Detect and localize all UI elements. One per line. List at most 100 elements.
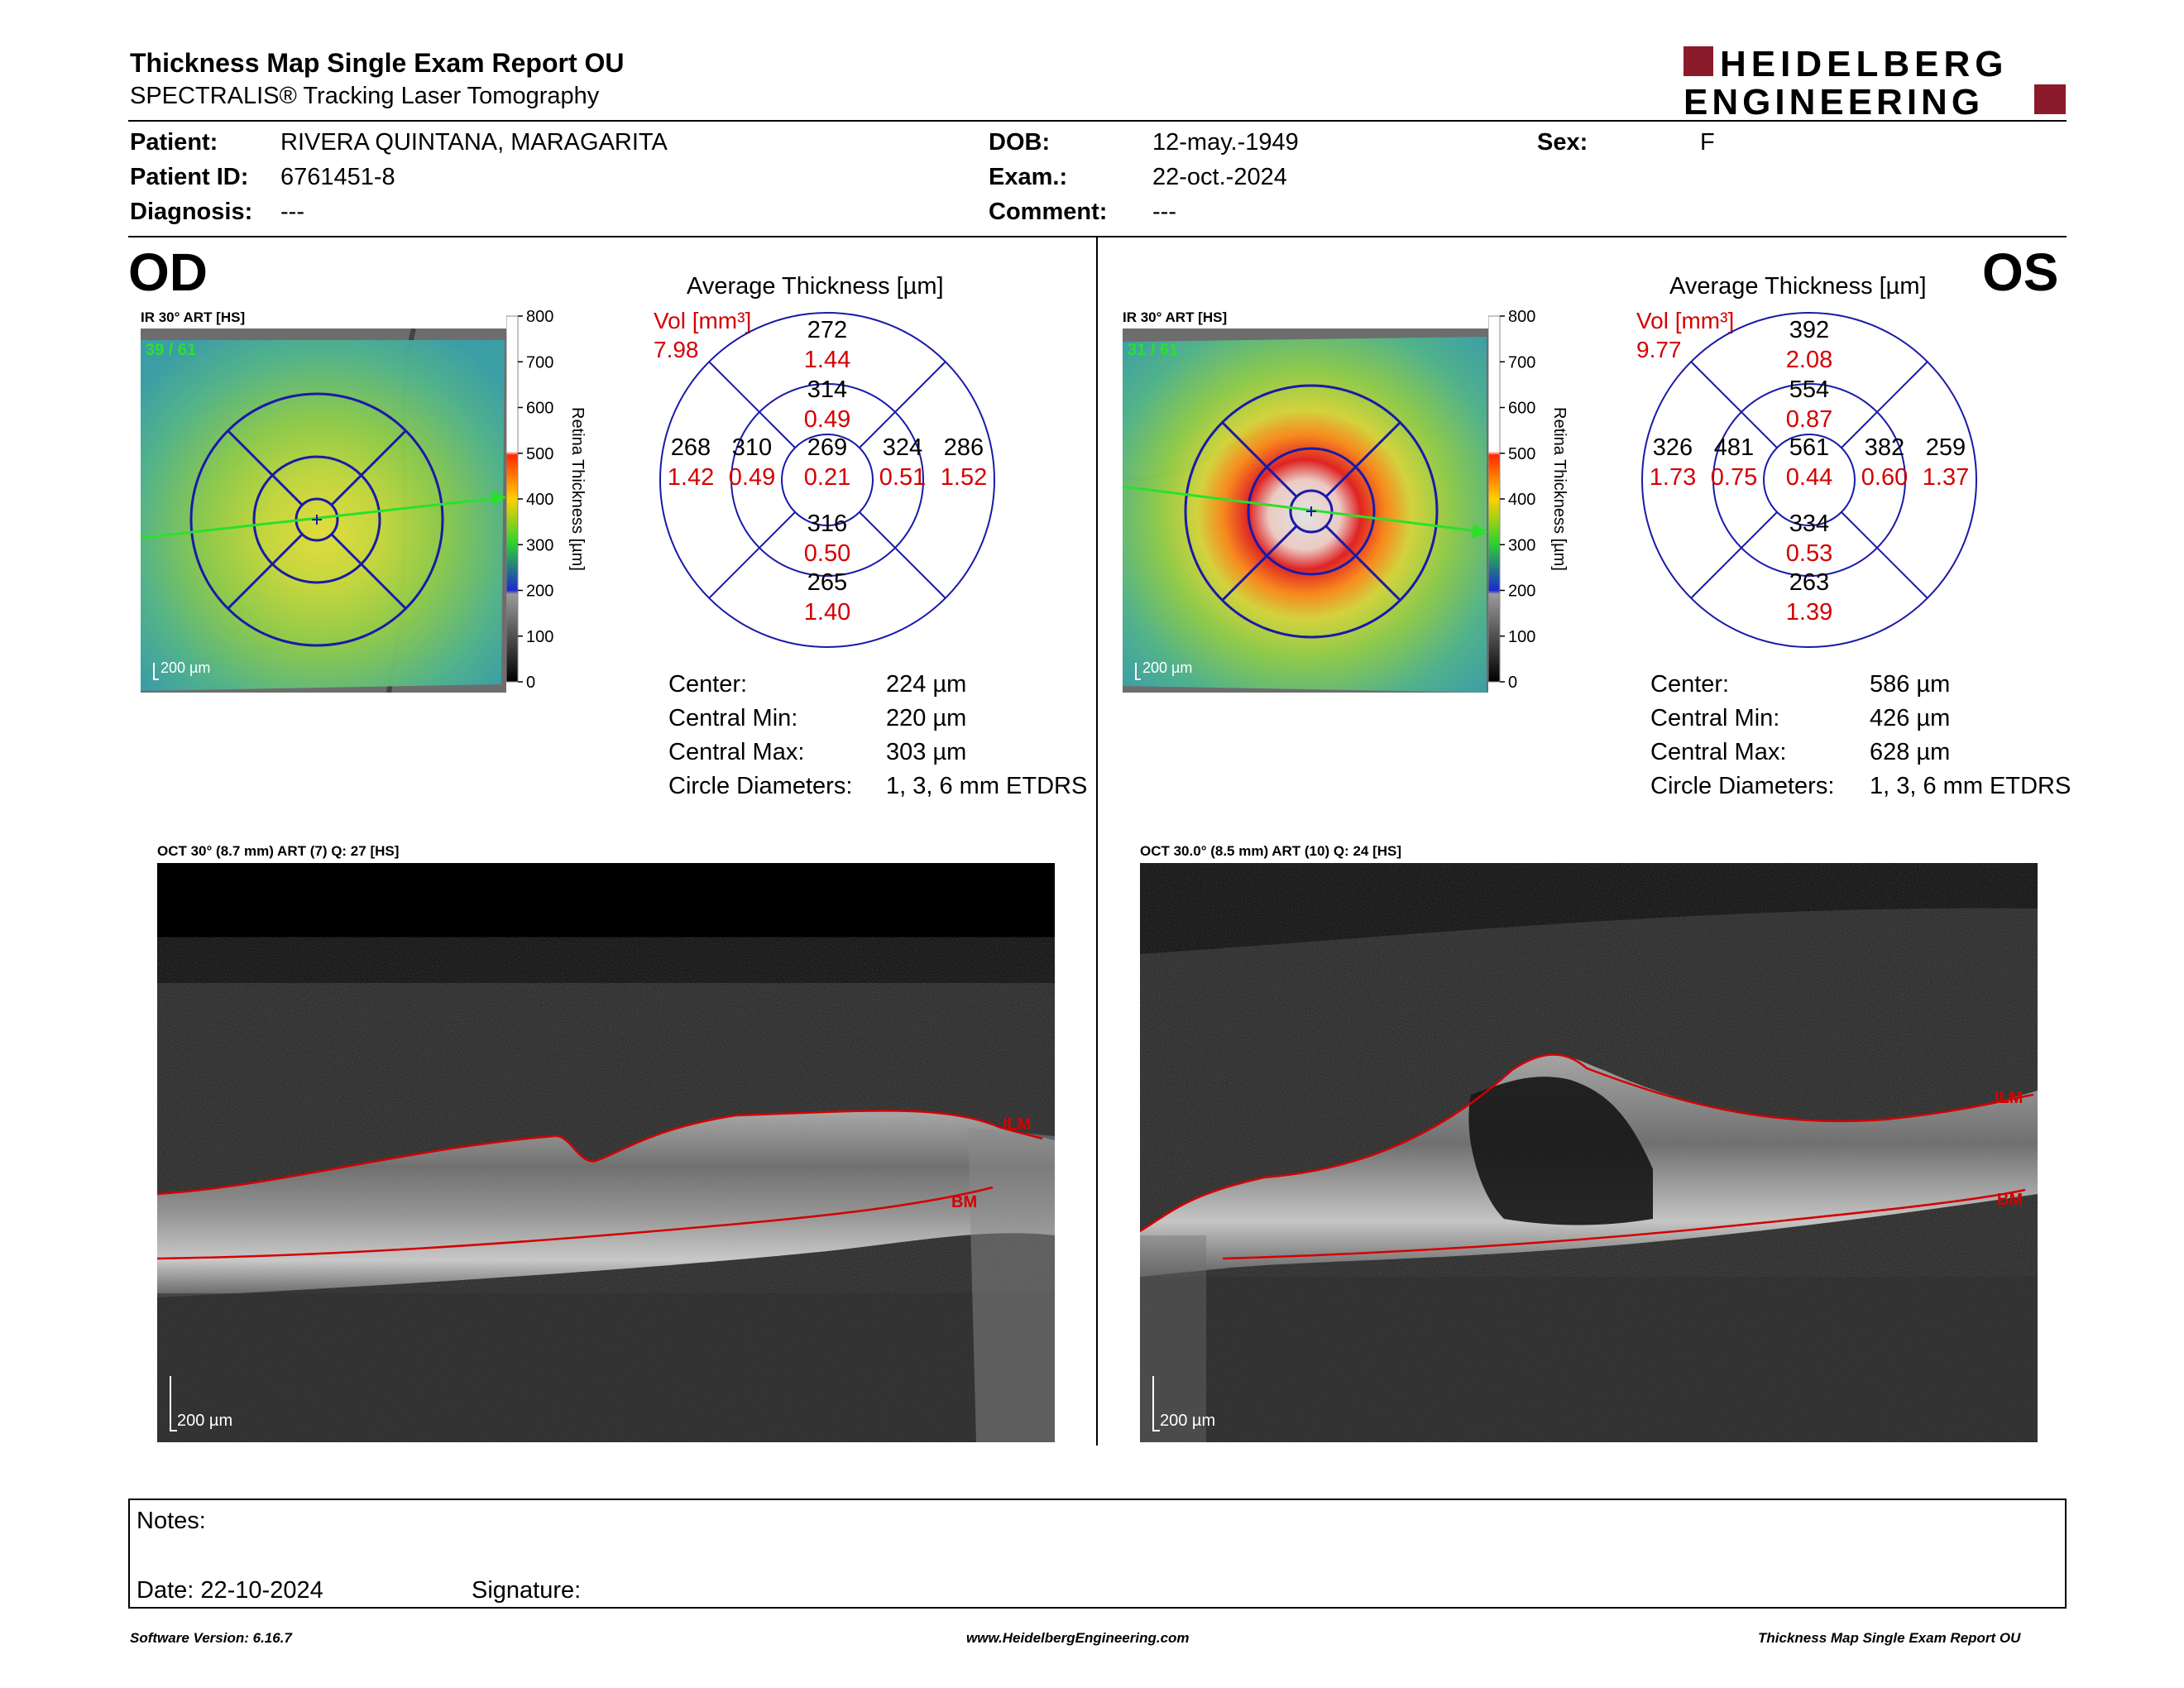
os-etdrs-inner-sup-volume: 0.87	[1785, 406, 1833, 433]
os-central-max-label: Central Max:	[1650, 739, 1787, 765]
od-central-min-label: Central Min:	[668, 705, 798, 731]
od-etdrs-grid	[659, 312, 995, 648]
od-avg-title: Average Thickness [µm]	[687, 273, 944, 300]
sex-label: Sex:	[1537, 129, 1588, 156]
os-colorbar-tick-label: 200	[1508, 583, 1535, 601]
os-center-value: 586 µm	[1870, 671, 1951, 698]
os-colorbar-tick-label: 500	[1508, 445, 1535, 463]
od-etdrs-inner-right-thickness: 324	[882, 434, 923, 461]
date-label: Date: 22-10-2024	[136, 1577, 323, 1604]
od-etdrs-outer-right-thickness: 286	[943, 434, 984, 461]
footer-website[interactable]: www.HeidelbergEngineering.com	[966, 1630, 1190, 1646]
od-etdrs-center-volume: 0.21	[803, 464, 851, 491]
os-central-max-value: 628 µm	[1870, 739, 1951, 765]
od-colorbar-tick-label: 0	[526, 674, 535, 692]
footer-report-name: Thickness Map Single Exam Report OU	[1758, 1630, 2021, 1646]
os-etdrs-center-thickness: 561	[1789, 434, 1830, 461]
os-oct-scale: 200 µm	[1160, 1412, 1215, 1430]
od-map-scale: 200 µm	[160, 659, 210, 676]
os-colorbar-tick-label: 100	[1508, 628, 1535, 646]
os-central-min-label: Central Min:	[1650, 705, 1780, 731]
od-ilm-label: ILM	[1003, 1115, 1031, 1134]
os-colorbar-tick-label: 800	[1508, 308, 1535, 326]
os-colorbar-tick-label: 300	[1508, 536, 1535, 554]
os-vol-label: Vol [mm³]	[1636, 308, 1735, 333]
od-thickness-map: 39 / 61 200 µm	[141, 328, 506, 693]
os-etdrs-inner-inf-volume: 0.53	[1785, 540, 1833, 567]
od-colorbar-tick-label: 300	[526, 536, 553, 554]
exam-value: 22-oct.-2024	[1152, 164, 1287, 190]
od-colorbar-tick-label: 600	[526, 400, 553, 418]
od-etdrs-center-thickness: 269	[807, 434, 848, 461]
od-eye-label: OD	[128, 242, 208, 302]
os-vol-total: 9.77	[1636, 337, 1682, 362]
od-colorbar-axis-label: Retina Thickness [µm]	[568, 407, 587, 571]
comment-label: Comment:	[989, 199, 1108, 225]
od-etdrs-outer-left-volume: 1.42	[667, 464, 715, 491]
report-subtitle: SPECTRALIS® Tracking Laser Tomography	[130, 83, 600, 109]
od-central-max-label: Central Max:	[668, 739, 805, 765]
logo-text-line1: HEIDELBERG	[1720, 44, 2008, 84]
footer-software-version: Software Version: 6.16.7	[130, 1630, 292, 1646]
os-etdrs-center-volume: 0.44	[1785, 464, 1833, 491]
od-colorbar-tick-label: 400	[526, 491, 553, 509]
os-etdrs-inner-inf-thickness: 334	[1789, 511, 1830, 537]
patient-id: 6761451-8	[280, 164, 395, 190]
od-etdrs-outer-sup-volume: 1.44	[803, 347, 851, 373]
od-circle-diam-label: Circle Diameters:	[668, 773, 853, 799]
od-etdrs-inner-inf-volume: 0.50	[803, 540, 851, 567]
os-center-label: Center:	[1650, 671, 1730, 698]
heidelberg-logo: HEIDELBERG ENGINEERING	[1684, 44, 2066, 119]
od-colorbar-tick-label: 800	[526, 308, 553, 326]
od-etdrs-inner-left-volume: 0.49	[728, 464, 776, 491]
os-avg-title: Average Thickness [µm]	[1669, 273, 1927, 300]
logo-text-line2: ENGINEERING	[1684, 82, 1984, 119]
os-colorbar-tick-label: 600	[1508, 400, 1535, 418]
os-bm-label: BM	[1997, 1191, 2023, 1209]
od-colorbar: 800 700 600 500 400 300 200 100 0 Retina Thickne…	[506, 308, 587, 692]
os-oct-label: OCT 30.0° (8.5 mm) ART (10) Q: 24 [HS]	[1140, 843, 1402, 859]
od-colorbar-tick-label: 700	[526, 353, 553, 372]
od-oct-label: OCT 30° (8.7 mm) ART (7) Q: 27 [HS]	[157, 843, 400, 859]
od-etdrs-outer-sup-thickness: 272	[807, 317, 848, 343]
os-eye-label: OS	[1982, 242, 2059, 302]
od-vol-label: Vol [mm³]	[654, 308, 752, 333]
os-colorbar-tick-label: 700	[1508, 353, 1535, 372]
od-frame-label: 39 / 61	[146, 341, 196, 359]
od-ir-label: IR 30° ART [HS]	[141, 309, 246, 325]
comment-value: ---	[1152, 199, 1176, 225]
os-ilm-label: ILM	[1995, 1089, 2023, 1107]
od-vol-total: 7.98	[654, 337, 699, 362]
os-etdrs-inner-right-thickness: 382	[1864, 434, 1905, 461]
os-frame-label: 31 / 61	[1128, 341, 1178, 359]
report-title: Thickness Map Single Exam Report OU	[130, 48, 625, 78]
os-etdrs-grid	[1641, 312, 1977, 648]
od-oct-scale: 200 µm	[177, 1412, 232, 1430]
od-colorbar-tick-label: 500	[526, 445, 553, 463]
os-etdrs-outer-left-volume: 1.73	[1649, 464, 1697, 491]
od-etdrs-inner-sup-thickness: 314	[807, 376, 848, 403]
os-colorbar: 800 700 600 500 400 300 200 100 0 Retina Thickne…	[1488, 308, 1569, 692]
os-etdrs-outer-sup-thickness: 392	[1789, 317, 1830, 343]
os-ir-label: IR 30° ART [HS]	[1123, 309, 1228, 325]
signature-label: Signature:	[472, 1577, 582, 1604]
od-etdrs-outer-inf-thickness: 265	[807, 569, 848, 596]
patient-id-label: Patient ID:	[130, 164, 249, 190]
os-thickness-map: 31 / 61 200 µm	[1123, 328, 1488, 693]
diagnosis-value: ---	[280, 199, 304, 225]
od-etdrs-inner-sup-volume: 0.49	[803, 406, 851, 433]
os-etdrs-inner-left-thickness: 481	[1713, 434, 1755, 461]
os-etdrs-outer-inf-volume: 1.39	[1785, 599, 1833, 626]
os-etdrs-inner-right-volume: 0.60	[1861, 464, 1909, 491]
od-center-value: 224 µm	[886, 671, 967, 698]
os-etdrs-outer-right-thickness: 259	[1925, 434, 1966, 461]
od-etdrs-outer-right-volume: 1.52	[940, 464, 988, 491]
os-circle-diam-value: 1, 3, 6 mm ETDRS	[1870, 773, 2071, 799]
notes-box[interactable]	[128, 1499, 2067, 1609]
os-etdrs-outer-right-volume: 1.37	[1922, 464, 1970, 491]
os-etdrs-inner-sup-thickness: 554	[1789, 376, 1830, 403]
od-etdrs-outer-inf-volume: 1.40	[803, 599, 851, 626]
os-central-min-value: 426 µm	[1870, 705, 1951, 731]
od-etdrs-inner-left-thickness: 310	[731, 434, 773, 461]
os-colorbar-axis-label: Retina Thickness [µm]	[1550, 407, 1569, 571]
